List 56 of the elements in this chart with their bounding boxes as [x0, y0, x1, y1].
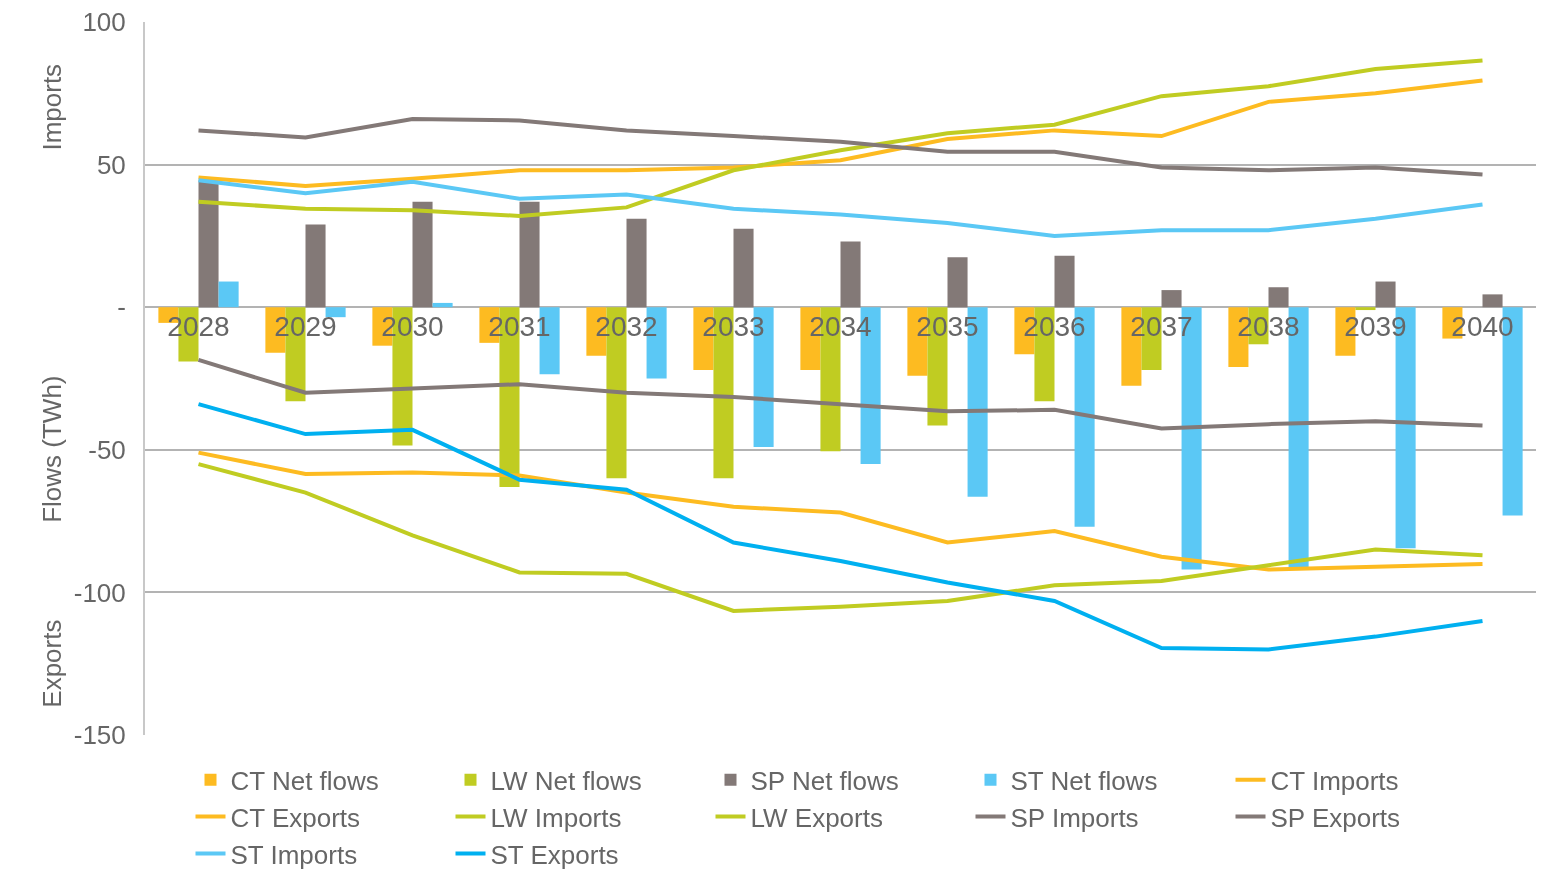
- legend-label: ST Imports: [230, 839, 358, 870]
- bar: [1268, 287, 1289, 308]
- x-tick-label: 2035: [916, 311, 979, 343]
- legend-label: SP Net flows: [750, 765, 899, 796]
- bar: [1054, 255, 1075, 308]
- line-series: [196, 462, 1485, 613]
- legend-label: SP Exports: [1270, 802, 1401, 833]
- bar: [218, 281, 239, 308]
- legend-label: ST Net flows: [1010, 765, 1158, 796]
- line-series: [196, 178, 1485, 238]
- y-tick-label: -50: [88, 434, 126, 465]
- bar: [1482, 294, 1503, 308]
- x-tick-label: 2030: [381, 311, 444, 343]
- legend-label: CT Net flows: [230, 765, 379, 796]
- legend-label: LW Net flows: [490, 765, 642, 796]
- x-tick-label: 2033: [702, 311, 765, 343]
- legend-label: LW Exports: [750, 802, 883, 833]
- y-tick-label: 50: [96, 149, 126, 180]
- legend-label: CT Imports: [1270, 765, 1399, 796]
- bar: [1161, 290, 1182, 308]
- bar: [198, 180, 219, 308]
- legend-label: ST Exports: [490, 839, 619, 870]
- y-tick-label: -100: [73, 577, 126, 608]
- bar: [412, 201, 433, 308]
- y-tick-label: -: [117, 292, 126, 323]
- bar: [840, 241, 861, 308]
- bar: [325, 307, 346, 318]
- x-tick-label: 2032: [595, 311, 658, 343]
- x-tick-label: 2031: [488, 311, 551, 343]
- x-tick-label: 2029: [274, 311, 337, 343]
- x-tick-label: 2034: [809, 311, 872, 343]
- text: Exports: [37, 619, 68, 708]
- legend-label: LW Imports: [490, 802, 622, 833]
- line-series: [196, 402, 1485, 652]
- line-series: [196, 58, 1485, 218]
- bar: [1355, 307, 1376, 311]
- bar: [432, 302, 453, 308]
- bar: [947, 257, 968, 308]
- y-tick-label: -150: [73, 720, 126, 751]
- y-tick-label: 100: [82, 7, 126, 38]
- text: Imports: [37, 63, 68, 151]
- x-tick-label: 2037: [1130, 311, 1193, 343]
- legend-label: SP Imports: [1010, 802, 1139, 833]
- bar: [305, 224, 326, 308]
- line-series: [196, 78, 1485, 188]
- line-series: [196, 450, 1485, 572]
- bar: [519, 201, 540, 308]
- line-series: [196, 357, 1485, 431]
- bar: [626, 218, 647, 308]
- x-tick-label: 2036: [1023, 311, 1086, 343]
- bar: [733, 228, 754, 308]
- line-series: [196, 116, 1485, 177]
- y-axis-title: Flows (TWh): [37, 375, 68, 523]
- legend-label: CT Exports: [230, 802, 361, 833]
- x-tick-label: 2038: [1237, 311, 1300, 343]
- bar: [1375, 281, 1396, 308]
